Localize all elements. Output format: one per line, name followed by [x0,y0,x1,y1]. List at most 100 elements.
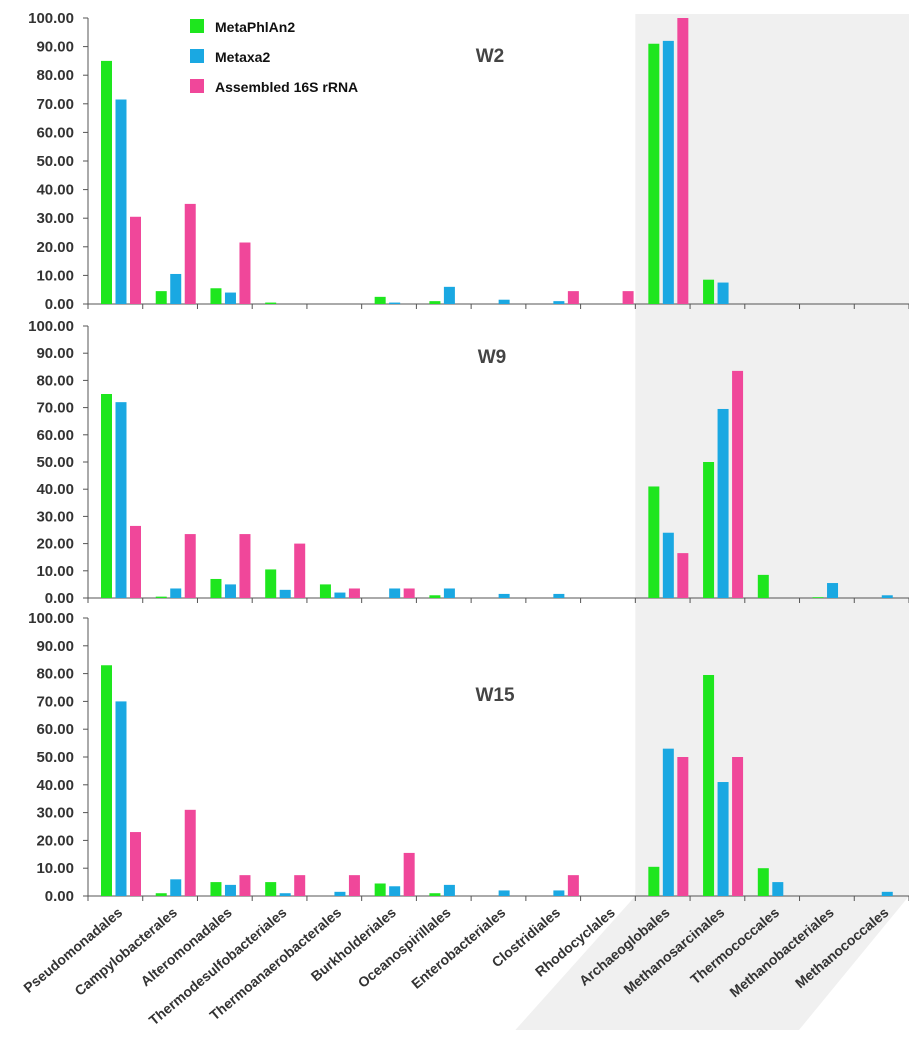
y-tick-label: 10.00 [36,563,74,580]
y-tick-label: 10.00 [36,267,74,284]
bar-w9-assembled-16s-rrna-methanosarcinales [732,370,744,598]
bar-w15-metaxa2-oceanospirillales [443,884,455,896]
bar-w2-metaphlan2-thermodesulfobacteriales [265,302,277,304]
bar-w15-metaxa2-thermococcales [772,882,784,896]
category-label-campylobacterales: Campylobacterales [71,904,180,999]
bar-w2-metaphlan2-burkholderiales [374,296,386,304]
panel-w9: 0.00 10.00 20.00 30.00 40.00 50.00 60.00 70.00 8… [28,318,909,607]
category-label-oceanospirillales: Oceanospirillales [355,904,454,991]
y-tick-label: 90.00 [36,39,74,56]
y-tick-label: 70.00 [36,693,74,710]
bar-w9-assembled-16s-rrna-campylobacterales [184,534,196,598]
bar-w9-metaxa2-methanobacteriales [827,583,839,598]
bar-w15-metaxa2-burkholderiales [389,886,401,896]
bar-w15-metaxa2-methanococcales [881,891,893,896]
bar-w9-metaxa2-alteromonadales [224,584,236,598]
bar-w9-metaphlan2-thermoanaerobacterales [319,584,331,598]
bar-w2-metaxa2-enterobacteriales [498,299,510,304]
bar-w15-metaphlan2-campylobacterales [155,893,167,896]
bar-w9-metaphlan2-methanobacteriales [812,597,824,598]
y-tick-label: 0.00 [45,590,74,607]
category-label-pseudomonadales: Pseudomonadales [20,904,125,996]
bar-w15-metaphlan2-pseudomonadales [101,665,112,896]
bar-w9-metaphlan2-alteromonadales [210,578,222,598]
bar-w15-metaphlan2-thermococcales [757,868,769,896]
y-tick-label: 40.00 [36,481,74,498]
y-tick-label: 60.00 [36,721,74,738]
panels-layer: 0.00 10.00 20.00 30.00 40.00 50.00 60.00 70.00 8… [28,10,909,905]
bar-w15-assembled-16s-rrna-archaeoglobales [677,757,689,896]
bar-w9-metaphlan2-pseudomonadales [101,394,112,598]
bar-w2-metaphlan2-alteromonadales [210,288,222,304]
y-tick-label: 60.00 [36,124,74,141]
y-tick-label: 20.00 [36,536,74,553]
y-tick-label: 80.00 [36,666,74,683]
bar-w9-metaxa2-clostridiales [553,593,565,598]
bar-w2-assembled-16s-rrna-rhodocyclales [622,291,634,304]
panel-w2: 0.00 10.00 20.00 30.00 40.00 50.00 60.00 70.00 8… [28,10,909,313]
category-label-enterobacteriales: Enterobacteriales [408,904,508,992]
bar-w2-metaphlan2-campylobacterales [155,291,167,304]
y-tick-label: 30.00 [36,805,74,822]
bar-w15-assembled-16s-rrna-alteromonadales [239,875,251,896]
bar-w9-metaphlan2-archaeoglobales [648,486,660,598]
bar-w15-metaphlan2-burkholderiales [374,883,386,896]
y-tick-label: 100.00 [28,10,74,27]
y-tick-label: 90.00 [36,638,74,655]
bar-w2-assembled-16s-rrna-clostridiales [567,291,579,304]
panel-title: W2 [476,46,505,67]
bar-w2-metaxa2-oceanospirillales [443,286,455,304]
bar-w15-metaxa2-clostridiales [553,890,565,896]
legend-label-metaxa2: Metaxa2 [215,49,270,65]
bar-w9-assembled-16s-rrna-pseudomonadales [130,525,141,598]
panel-w15: 0.00 10.00 20.00 30.00 40.00 50.00 60.00 70.00 8… [28,610,909,905]
bar-w9-metaphlan2-thermococcales [757,574,769,598]
bar-w2-metaxa2-methanosarcinales [717,282,729,304]
bar-w15-metaxa2-archaeoglobales [662,748,674,896]
bar-w9-metaphlan2-thermodesulfobacteriales [265,569,277,598]
bar-w2-metaphlan2-oceanospirillales [429,301,441,304]
bar-w9-metaxa2-methanococcales [881,595,893,598]
bar-w15-assembled-16s-rrna-pseudomonadales [130,832,141,896]
bar-w15-metaxa2-enterobacteriales [498,890,510,896]
legend-label-metaphlan2: MetaPhlAn2 [215,19,295,35]
y-tick-label: 90.00 [36,345,74,362]
bar-w15-metaxa2-alteromonadales [224,884,236,896]
bar-w15-metaxa2-thermoanaerobacterales [334,891,346,896]
bar-w9-metaxa2-archaeoglobales [662,532,674,598]
y-tick-label: 70.00 [36,400,74,417]
bar-w9-metaphlan2-methanosarcinales [703,462,715,598]
legend: MetaPhlAn2 Metaxa2 Assembled 16S rRNA [190,19,358,95]
bar-w2-metaxa2-pseudomonadales [115,99,127,304]
y-tick-label: 100.00 [28,318,74,335]
category-label-alteromonadales: Alteromonadales [137,904,234,989]
y-tick-label: 50.00 [36,454,74,471]
bar-w15-metaphlan2-oceanospirillales [429,893,441,896]
bar-w9-metaxa2-pseudomonadales [115,402,127,598]
bar-w9-assembled-16s-rrna-burkholderiales [403,588,415,598]
bar-w15-metaphlan2-thermodesulfobacteriales [265,882,277,896]
y-tick-label: 50.00 [36,153,74,170]
y-tick-label: 40.00 [36,777,74,794]
bar-w15-assembled-16s-rrna-methanosarcinales [732,757,744,896]
bar-w15-metaphlan2-alteromonadales [210,882,222,896]
bar-w15-assembled-16s-rrna-campylobacterales [184,809,196,896]
bar-w15-metaphlan2-archaeoglobales [648,866,660,896]
y-tick-label: 70.00 [36,96,74,113]
bar-w15-assembled-16s-rrna-burkholderiales [403,852,415,896]
bar-w9-metaxa2-enterobacteriales [498,593,510,598]
bar-w2-metaxa2-alteromonadales [224,292,236,304]
bar-w2-metaxa2-burkholderiales [389,302,401,304]
legend-label-assembled-16s: Assembled 16S rRNA [215,79,358,95]
y-tick-label: 20.00 [36,832,74,849]
y-tick-label: 30.00 [36,508,74,525]
bar-w15-assembled-16s-rrna-thermoanaerobacterales [348,875,360,896]
legend-swatch-assembled-16s [190,79,204,93]
panel-title: W9 [478,347,507,368]
bar-w15-metaxa2-campylobacterales [170,879,182,896]
y-tick-label: 100.00 [28,610,74,627]
bar-w2-assembled-16s-rrna-campylobacterales [184,203,196,304]
bar-w2-metaxa2-clostridiales [553,301,565,304]
bar-w9-metaxa2-oceanospirillales [443,588,455,598]
